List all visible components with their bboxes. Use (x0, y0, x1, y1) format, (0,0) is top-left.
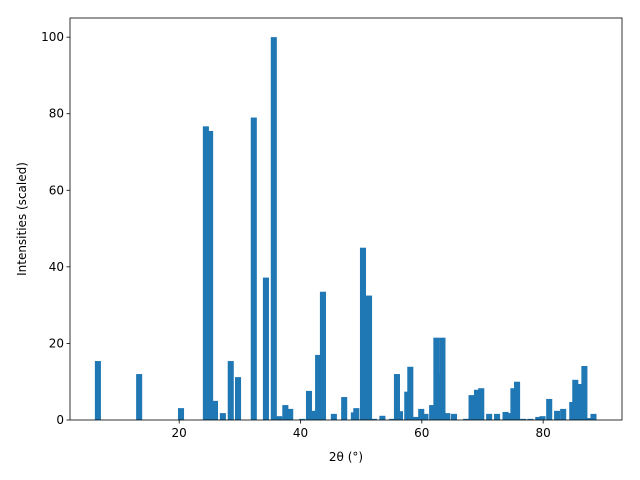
bar (202, 126, 209, 420)
bar (341, 397, 348, 420)
bar (370, 418, 377, 420)
bar (439, 337, 446, 420)
bar (468, 395, 475, 420)
bar (211, 400, 219, 420)
bar (407, 366, 414, 420)
y-tick-label: 0 (56, 413, 64, 427)
bar (410, 416, 417, 420)
bar (514, 381, 521, 420)
y-tick-label: 80 (49, 107, 64, 121)
bar (234, 377, 242, 420)
axes-frame (69, 17, 623, 421)
bar (353, 408, 360, 420)
bar (287, 408, 294, 420)
bar (590, 413, 597, 420)
y-tick-label: 60 (49, 183, 64, 197)
bar (270, 37, 277, 421)
bar (315, 354, 322, 420)
bar (422, 413, 429, 420)
y-tick-label: 100 (41, 30, 64, 44)
bar (581, 366, 588, 420)
x-tick-label: 20 (172, 426, 187, 440)
x-tick-label: 40 (293, 426, 308, 440)
bar (207, 130, 214, 420)
bar (262, 277, 269, 420)
bar (276, 416, 283, 420)
bar (527, 418, 534, 420)
x-tick-label: 60 (414, 426, 429, 440)
bar (305, 390, 313, 420)
bar (586, 418, 593, 420)
y-tick-label: 20 (49, 336, 64, 350)
bar (576, 384, 583, 420)
bar (319, 291, 326, 420)
bar (177, 408, 185, 420)
y-tick-label: 40 (49, 260, 64, 274)
bar (473, 389, 481, 420)
bar (418, 408, 425, 420)
bar (136, 374, 143, 420)
bar (94, 361, 101, 420)
bar (520, 418, 527, 420)
bar (366, 295, 373, 420)
bar (554, 410, 561, 420)
bar (250, 117, 257, 421)
bar (379, 415, 386, 420)
bar (494, 413, 501, 420)
bar (359, 247, 367, 420)
bar (486, 413, 493, 420)
bar (450, 413, 458, 420)
bar (429, 405, 436, 420)
bar (282, 405, 289, 420)
bar (478, 388, 485, 420)
bar (396, 411, 404, 420)
bar (299, 418, 306, 420)
bar (444, 413, 451, 420)
bar (546, 398, 553, 420)
bar (227, 361, 234, 420)
bar (572, 379, 579, 420)
bar (539, 416, 546, 420)
bar (560, 408, 567, 420)
bar (330, 413, 337, 420)
bar (510, 388, 517, 420)
bar (505, 413, 512, 420)
y-axis-label: Intensities (scaled) (15, 162, 29, 276)
x-axis-label: 2θ (°) (329, 450, 363, 464)
x-tick-label: 80 (536, 426, 551, 440)
bar (310, 410, 317, 420)
bar (389, 418, 396, 420)
bar (463, 418, 470, 420)
bar (393, 374, 400, 420)
bar (219, 413, 226, 420)
bar (535, 416, 542, 420)
